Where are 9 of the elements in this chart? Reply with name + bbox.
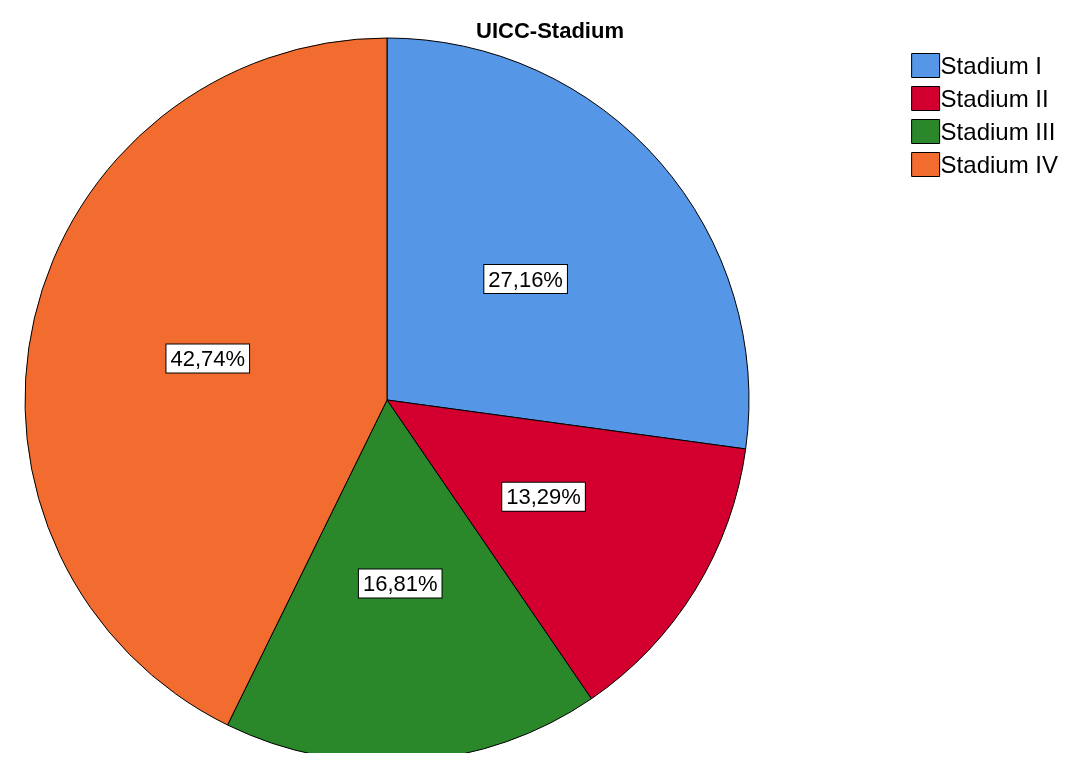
legend-label: Stadium III — [940, 118, 1056, 145]
data-label: 13,29% — [506, 484, 581, 510]
chart-title: UICC-Stadium — [476, 17, 624, 43]
data-label: 27,16% — [488, 266, 563, 292]
data-label: 42,74% — [170, 345, 246, 371]
legend-label: Stadium IV — [940, 151, 1058, 178]
legend-label: Stadium II — [940, 85, 1049, 112]
legend-label: Stadium I — [940, 52, 1042, 79]
data-label: 16,81% — [362, 571, 438, 597]
